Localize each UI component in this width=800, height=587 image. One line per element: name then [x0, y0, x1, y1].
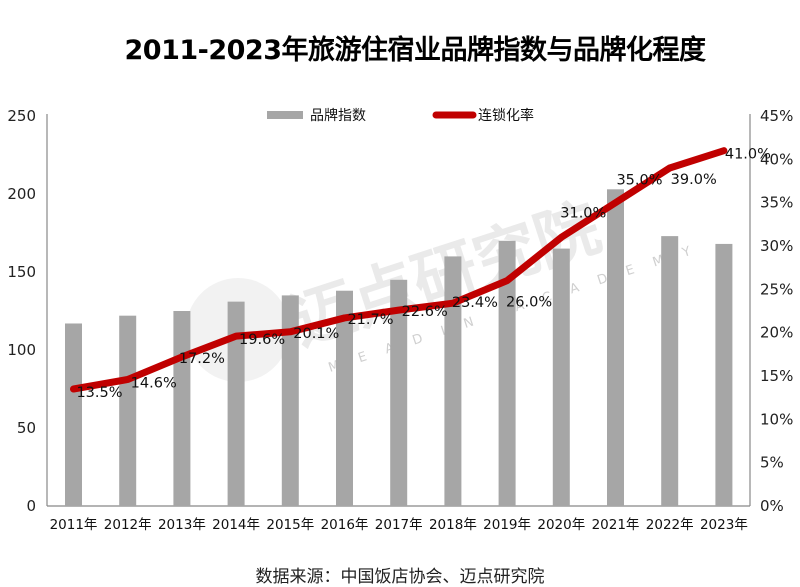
legend-bar-label: 品牌指数 — [310, 107, 366, 124]
data-label: 17.2% — [179, 351, 225, 367]
x-axis-tick: 2014年 — [212, 517, 260, 533]
chart-title: 2011-2023年旅游住宿业品牌指数与品牌化程度 — [124, 35, 707, 66]
bar — [498, 240, 516, 507]
x-axis-tick: 2018年 — [429, 517, 477, 533]
left-axis-tick: 150 — [7, 263, 36, 281]
x-axis-tick: 2013年 — [158, 517, 206, 533]
data-label: 31.0% — [560, 205, 606, 221]
left-axis-tick: 50 — [17, 419, 36, 437]
bar — [227, 301, 245, 506]
legend-line-label: 连锁化率 — [478, 107, 534, 124]
axes: 0 50 100 150 200 250 0% 5% 10% 15% 20% 25% 30% 35% 40%… — [7, 107, 793, 533]
right-axis-tick: 30% — [760, 237, 793, 255]
right-axis-tick: 45% — [760, 107, 793, 125]
x-axis-tick: 2023年 — [700, 517, 748, 533]
data-labels: 13.5% 14.6%17.2% 19.6% 20.1% 21.7% 22.6%23.4%… — [76, 147, 770, 401]
bar — [336, 290, 353, 506]
right-axis-tick: 40% — [760, 150, 793, 168]
data-label: 13.5% — [76, 385, 122, 401]
line-series — [70, 147, 728, 393]
bar — [444, 256, 462, 506]
right-axis-tick: 10% — [760, 410, 793, 428]
data-label: 26.0% — [506, 295, 552, 311]
data-label: 35.0% — [616, 173, 662, 189]
data-label: 39.0% — [671, 172, 717, 188]
data-label: 41.0% — [725, 147, 771, 163]
right-axis-tick: 15% — [760, 367, 793, 385]
bar — [390, 279, 408, 506]
data-label: 19.6% — [239, 332, 285, 348]
data-label: 21.7% — [347, 312, 393, 328]
chain-rate-line — [70, 147, 728, 393]
bar — [65, 323, 82, 506]
x-axis-tick: 2019年 — [483, 517, 531, 533]
bar-series — [65, 189, 733, 507]
left-axis-tick: 200 — [7, 185, 36, 203]
x-axis-tick: 2017年 — [375, 517, 423, 533]
bar — [173, 311, 191, 506]
left-axis-tick: 100 — [7, 341, 36, 359]
right-axis-tick: 20% — [760, 324, 793, 342]
x-axis-tick: 2012年 — [104, 517, 152, 533]
data-label: 20.1% — [293, 326, 339, 342]
right-axis-tick: 35% — [760, 194, 793, 212]
x-axis-tick: 2020年 — [537, 517, 585, 533]
x-axis-tick: 2011年 — [50, 517, 98, 533]
left-axis-tick: 0 — [26, 497, 36, 515]
bar — [552, 248, 570, 506]
data-label: 22.6% — [402, 304, 448, 320]
x-axis-tick: 2016年 — [321, 517, 369, 533]
bar — [281, 295, 299, 506]
bar — [607, 189, 624, 506]
x-axis-tick: 2022年 — [646, 517, 694, 533]
legend-bar-swatch-icon — [267, 111, 303, 119]
legend: 品牌指数 连锁化率 — [267, 107, 534, 124]
data-source-note: 数据来源：中国饭店协会、迈点研究院 — [255, 567, 545, 587]
x-axis-tick: 2015年 — [266, 517, 314, 533]
bar — [715, 243, 733, 507]
data-label: 23.4% — [452, 295, 498, 311]
right-axis-tick: 0% — [760, 497, 784, 515]
x-axis-tick: 2021年 — [592, 517, 640, 533]
left-axis-tick: 250 — [7, 107, 36, 125]
bar — [119, 315, 137, 506]
bar — [661, 236, 679, 506]
data-label: 14.6% — [131, 375, 177, 391]
right-axis-tick: 5% — [760, 454, 784, 472]
right-axis-tick: 25% — [760, 280, 793, 298]
